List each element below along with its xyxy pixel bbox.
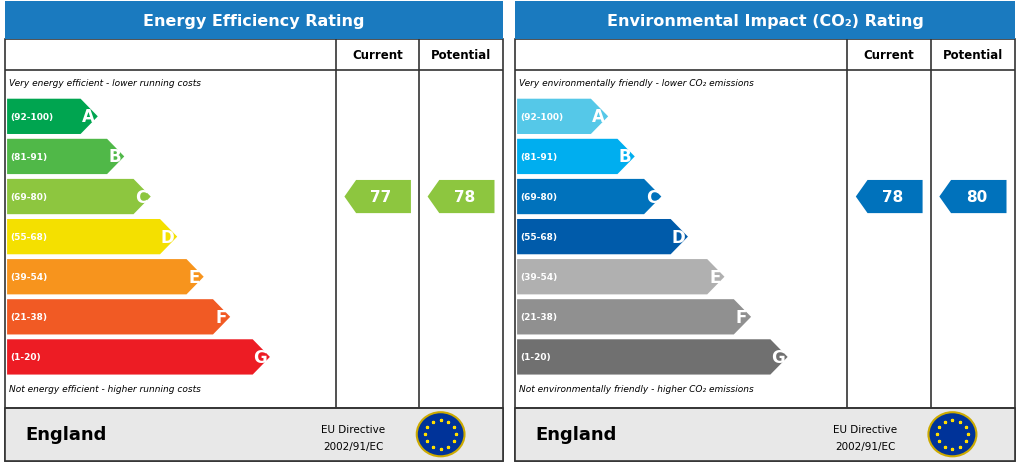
Text: B: B xyxy=(108,148,121,166)
Polygon shape xyxy=(7,139,124,175)
Text: (69-80): (69-80) xyxy=(10,193,47,201)
Text: 78: 78 xyxy=(881,190,902,205)
Text: Not energy efficient - higher running costs: Not energy efficient - higher running co… xyxy=(9,384,201,393)
Polygon shape xyxy=(344,181,411,213)
Text: (55-68): (55-68) xyxy=(10,232,47,242)
Text: (1-20): (1-20) xyxy=(10,353,41,362)
Polygon shape xyxy=(7,100,98,135)
Text: (69-80): (69-80) xyxy=(520,193,556,201)
Text: E: E xyxy=(708,268,720,286)
Text: (21-38): (21-38) xyxy=(520,313,556,322)
Text: Very energy efficient - lower running costs: Very energy efficient - lower running co… xyxy=(9,79,201,88)
Text: England: England xyxy=(25,425,106,443)
Text: (92-100): (92-100) xyxy=(520,113,562,122)
Polygon shape xyxy=(517,100,607,135)
Polygon shape xyxy=(517,219,687,255)
Text: (39-54): (39-54) xyxy=(10,273,47,282)
Text: Very environmentally friendly - lower CO₂ emissions: Very environmentally friendly - lower CO… xyxy=(519,79,753,88)
Polygon shape xyxy=(517,300,750,335)
Polygon shape xyxy=(517,260,723,295)
Polygon shape xyxy=(517,339,787,375)
Polygon shape xyxy=(855,181,921,213)
Text: Current: Current xyxy=(863,49,914,62)
Bar xyxy=(5,2,502,40)
Bar xyxy=(515,2,1014,40)
Text: Energy Efficiency Rating: Energy Efficiency Rating xyxy=(143,13,365,29)
Text: F: F xyxy=(735,308,747,326)
Text: D: D xyxy=(671,228,685,246)
Text: (81-91): (81-91) xyxy=(520,153,556,162)
Text: EU Directive: EU Directive xyxy=(321,424,385,434)
Circle shape xyxy=(927,413,975,457)
Text: A: A xyxy=(592,108,604,126)
Polygon shape xyxy=(7,300,230,335)
Text: 80: 80 xyxy=(965,190,986,205)
Polygon shape xyxy=(427,181,494,213)
Circle shape xyxy=(417,413,464,457)
Text: C: C xyxy=(645,188,657,206)
Text: (81-91): (81-91) xyxy=(10,153,47,162)
Text: Potential: Potential xyxy=(942,49,1002,62)
Text: Not environmentally friendly - higher CO₂ emissions: Not environmentally friendly - higher CO… xyxy=(519,384,753,393)
Text: (92-100): (92-100) xyxy=(10,113,53,122)
Polygon shape xyxy=(7,339,270,375)
Polygon shape xyxy=(7,219,177,255)
Text: E: E xyxy=(189,268,200,286)
Polygon shape xyxy=(517,139,634,175)
Polygon shape xyxy=(938,181,1006,213)
Text: (39-54): (39-54) xyxy=(520,273,556,282)
Text: (21-38): (21-38) xyxy=(10,313,47,322)
Text: 2002/91/EC: 2002/91/EC xyxy=(834,441,895,451)
Text: A: A xyxy=(82,108,95,126)
Text: D: D xyxy=(161,228,174,246)
Polygon shape xyxy=(517,180,660,215)
Text: Potential: Potential xyxy=(430,49,491,62)
Text: 77: 77 xyxy=(370,190,391,205)
Polygon shape xyxy=(7,180,151,215)
Text: England: England xyxy=(535,425,615,443)
Text: (1-20): (1-20) xyxy=(520,353,550,362)
Text: Current: Current xyxy=(352,49,403,62)
Polygon shape xyxy=(7,260,204,295)
Text: 2002/91/EC: 2002/91/EC xyxy=(323,441,383,451)
Text: (55-68): (55-68) xyxy=(520,232,556,242)
Text: G: G xyxy=(254,348,267,366)
Text: F: F xyxy=(215,308,226,326)
Text: EU Directive: EU Directive xyxy=(833,424,896,434)
Bar xyxy=(515,408,1014,461)
Text: C: C xyxy=(136,188,148,206)
Text: 78: 78 xyxy=(453,190,475,205)
Text: B: B xyxy=(619,148,631,166)
Text: G: G xyxy=(770,348,785,366)
Bar xyxy=(5,408,502,461)
Text: Environmental Impact (CO₂) Rating: Environmental Impact (CO₂) Rating xyxy=(606,13,922,29)
